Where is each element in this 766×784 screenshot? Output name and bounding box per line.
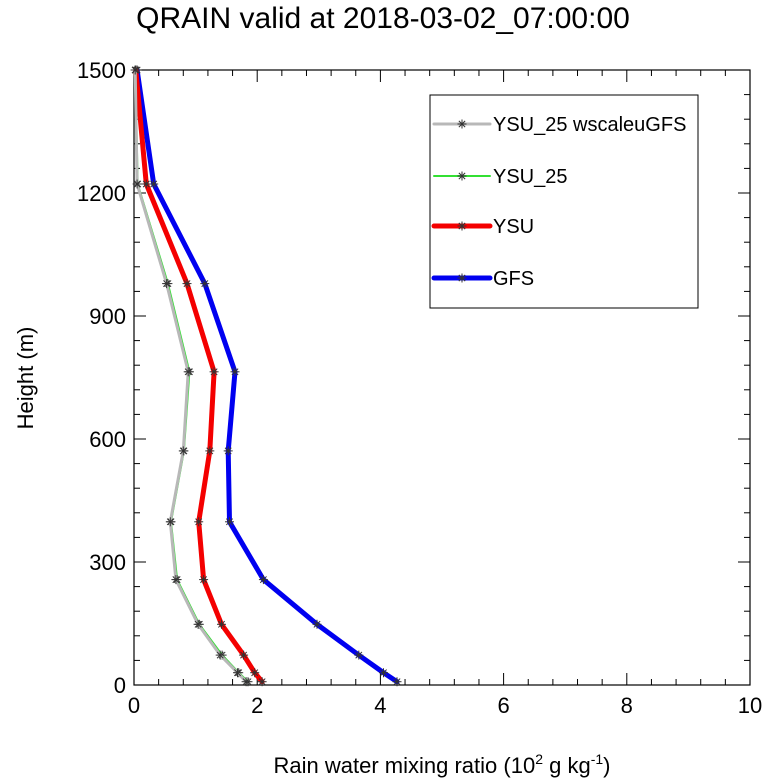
data-point: [258, 575, 268, 585]
data-point: [230, 367, 240, 377]
point-marker-stroke: [258, 678, 266, 686]
point-marker-stroke: [206, 447, 214, 455]
x-tick-label: 0: [128, 693, 140, 718]
legend-marker: [457, 119, 467, 129]
point-marker-stroke: [259, 576, 267, 584]
data-point: [392, 677, 402, 687]
data-point: [241, 677, 251, 687]
data-point: [225, 517, 234, 527]
x-tick-label: 4: [374, 693, 386, 718]
point-marker-stroke: [201, 280, 209, 288]
x-tick-label: 10: [738, 693, 762, 718]
point-marker-stroke: [393, 678, 401, 686]
legend-box: [429, 94, 699, 309]
data-point: [223, 446, 233, 456]
x-tick-label: 8: [621, 693, 633, 718]
plot-frame: [133, 69, 751, 686]
data-point: [205, 446, 215, 456]
data-point: [178, 446, 188, 456]
y-axis-label: Height (m): [13, 326, 38, 430]
legend-marker-stroke: [458, 274, 466, 282]
point-marker-stroke: [150, 180, 158, 188]
legend-marker-stroke: [458, 222, 466, 230]
y-tick-label: 1200: [77, 181, 126, 206]
point-marker-stroke: [217, 620, 226, 628]
legend-marker: [457, 171, 467, 181]
point-marker-stroke: [251, 669, 259, 677]
data-point: [171, 575, 181, 585]
point-marker-stroke: [184, 368, 192, 376]
data-point: [200, 279, 210, 289]
y-tick-label: 0: [114, 673, 126, 698]
point-marker-stroke: [133, 180, 141, 188]
data-point: [379, 668, 388, 678]
data-point: [130, 65, 140, 75]
y-tick-label: 300: [89, 550, 126, 575]
x-tick-label: 2: [251, 693, 263, 718]
point-marker-stroke: [142, 180, 150, 188]
point-marker-stroke: [231, 368, 239, 376]
chart-title: QRAIN valid at 2018-03-02_07:00:00: [136, 2, 630, 35]
data-point: [217, 619, 226, 629]
data-point: [199, 575, 209, 585]
point-marker-stroke: [172, 576, 180, 584]
data-point: [312, 619, 322, 629]
point-marker-stroke: [225, 518, 234, 526]
point-marker-stroke: [379, 669, 388, 677]
point-marker-stroke: [183, 280, 191, 288]
point-marker-stroke: [179, 447, 187, 455]
legend-entry-label: YSU_25: [493, 166, 568, 188]
point-marker-stroke: [194, 620, 202, 628]
point-marker-stroke: [216, 651, 224, 659]
legend-marker-stroke: [458, 172, 466, 180]
legend-marker: [457, 221, 467, 231]
point-marker-stroke: [355, 651, 363, 659]
point-marker-stroke: [131, 66, 139, 74]
point-marker-stroke: [163, 280, 171, 288]
point-marker-stroke: [242, 678, 250, 686]
data-point: [354, 650, 364, 660]
data-point: [141, 179, 151, 189]
data-point: [183, 367, 193, 377]
x-tick-label: 6: [497, 693, 509, 718]
data-point: [215, 650, 225, 660]
point-marker-stroke: [224, 447, 232, 455]
legend-entry-label: GFS: [493, 268, 534, 290]
legend-entry-label: YSU_25 wscaleuGFS: [493, 114, 686, 136]
point-marker-stroke: [240, 651, 248, 659]
y-tick-label: 900: [89, 304, 126, 329]
y-tick-label: 1500: [77, 58, 126, 83]
data-point: [165, 517, 175, 527]
x-axis-label: Rain water mixing ratio (102 g kg-1): [273, 751, 611, 778]
series-line-gfs: [134, 67, 400, 685]
legend-entry-label: YSU: [493, 216, 534, 238]
legend-marker: [457, 273, 467, 283]
y-tick-label: 600: [89, 427, 126, 452]
data-point: [132, 179, 142, 189]
data-point: [239, 650, 249, 660]
point-marker-stroke: [210, 368, 218, 376]
legend-marker-stroke: [458, 120, 466, 128]
data-point: [194, 517, 204, 527]
point-marker-stroke: [200, 576, 208, 584]
point-marker-stroke: [195, 518, 203, 526]
data-point: [250, 668, 260, 678]
data-point: [182, 279, 192, 289]
point-marker-stroke: [233, 669, 242, 677]
point-marker-stroke: [166, 518, 174, 526]
point-marker-stroke: [313, 620, 321, 628]
data-point: [193, 619, 203, 629]
data-point: [257, 677, 267, 687]
data-point: [162, 279, 172, 289]
data-point: [233, 668, 242, 678]
series-line-ysu: [133, 67, 265, 685]
data-point: [209, 367, 219, 377]
